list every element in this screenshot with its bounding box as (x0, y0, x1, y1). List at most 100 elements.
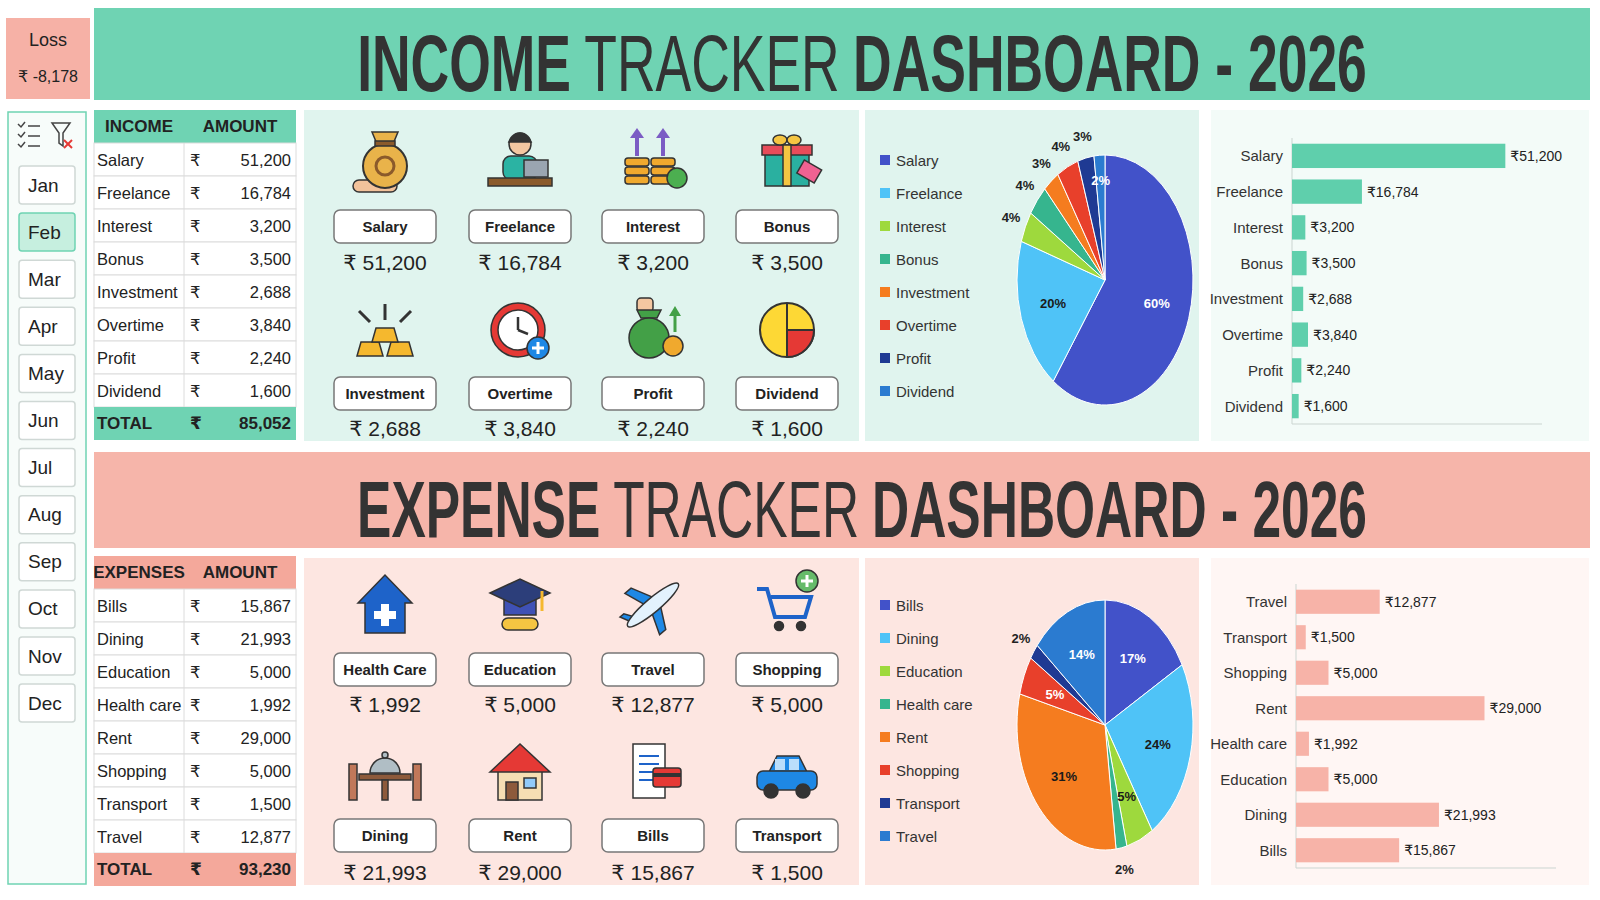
month-button[interactable] (19, 543, 75, 581)
checklist-icon (28, 135, 40, 137)
month-label[interactable]: Jun (28, 410, 59, 431)
card-value: ₹ 3,200 (617, 251, 689, 274)
month-label[interactable]: Apr (28, 316, 58, 337)
card-label-box (602, 377, 704, 410)
data-label: 14% (1069, 647, 1095, 662)
data-label: 2% (1012, 631, 1031, 646)
month-label[interactable]: Dec (28, 693, 62, 714)
icon-part (806, 575, 809, 587)
month-label[interactable]: May (28, 363, 64, 384)
month-label[interactable]: Aug (28, 504, 62, 525)
table-row (94, 176, 296, 209)
icon-part (349, 764, 357, 800)
dashboard: Loss₹ -8,178JanFebMarAprMayJunJulAugSepO… (0, 0, 1600, 900)
icon-part (760, 303, 814, 357)
row-name: Travel (97, 828, 142, 846)
icon-part (653, 773, 681, 777)
pie-labels: 17%24%5%2%31%5%2%14% (1012, 631, 1172, 878)
icon-part (488, 178, 552, 186)
icon-part (786, 303, 788, 330)
data-label: 2% (1115, 862, 1134, 877)
card-label: Shopping (752, 661, 821, 678)
icon-gold (357, 304, 413, 356)
legend-swatch (880, 221, 890, 231)
card-label-box (736, 210, 838, 243)
bar (1292, 287, 1303, 311)
currency: ₹ (190, 217, 201, 235)
icon-part (797, 622, 806, 631)
row-amount: 3,840 (250, 316, 291, 334)
month-button[interactable] (19, 684, 75, 722)
month-button[interactable] (19, 590, 75, 628)
bar (1296, 696, 1485, 720)
card-value: ₹ 29,000 (478, 861, 561, 884)
month-button[interactable] (19, 637, 75, 675)
column-rule (184, 754, 185, 787)
legend-swatch (880, 353, 890, 363)
legend-entry: Rent (896, 729, 929, 746)
icon-part (363, 144, 407, 188)
data-label: 31% (1051, 769, 1077, 784)
icon-part (358, 575, 412, 633)
card-value: ₹ 1,992 (349, 693, 421, 716)
currency: ₹ (190, 860, 202, 879)
table-row (94, 655, 296, 688)
month-label[interactable]: Oct (28, 598, 58, 619)
table-header (94, 110, 296, 143)
card-value: ₹ 3,840 (484, 417, 556, 440)
card-value: ₹ 16,784 (478, 251, 562, 274)
row-amount: 2,240 (250, 349, 291, 367)
bar (1296, 590, 1380, 614)
legend-swatch (880, 600, 890, 610)
column-head: AMOUNT (203, 117, 278, 136)
card-label-box (334, 653, 436, 686)
month-label[interactable]: Mar (28, 269, 61, 290)
month-button[interactable] (19, 496, 75, 534)
cards-panel (304, 558, 859, 885)
month-button[interactable] (19, 449, 75, 487)
icon-part (629, 318, 669, 358)
month-button[interactable] (19, 354, 75, 392)
currency: ₹ (190, 316, 201, 334)
month-label[interactable]: Jul (28, 457, 52, 478)
month-button[interactable] (19, 307, 75, 345)
icon-part (757, 589, 811, 617)
checklist-icon (18, 142, 25, 147)
card-value: ₹ 2,688 (349, 417, 421, 440)
row-name: Interest (97, 217, 152, 235)
card-label: Bonus (764, 218, 811, 235)
month-button[interactable] (19, 166, 75, 204)
month-button[interactable] (19, 260, 75, 298)
icon-part (509, 133, 531, 142)
month-label[interactable]: Jan (28, 175, 59, 196)
month-label[interactable]: Sep (28, 551, 62, 572)
category-label: Salary (1240, 147, 1283, 164)
card-label-box (334, 377, 436, 410)
card-label: Interest (626, 218, 680, 235)
icon-part (667, 168, 687, 188)
card-label: Salary (362, 218, 408, 235)
cards-panel (304, 110, 859, 441)
legend-swatch (880, 320, 890, 330)
title-part: INCOME (357, 18, 571, 107)
month-label[interactable]: Feb (28, 222, 61, 243)
icon-part (656, 128, 670, 138)
data-label: 20% (1040, 296, 1066, 311)
legend-swatch (880, 699, 890, 709)
data-label: 3% (1073, 129, 1092, 144)
icon-part (651, 158, 675, 166)
icon-part (796, 570, 818, 592)
category-label: Rent (1255, 700, 1288, 717)
card-value: ₹ 12,877 (611, 693, 694, 716)
icon-house (490, 744, 550, 800)
legend-entry: Transport (896, 795, 960, 812)
month-label[interactable]: Nov (28, 646, 62, 667)
card-label-box (334, 819, 436, 852)
row-name: Health care (97, 696, 181, 714)
month-button[interactable] (19, 402, 75, 440)
month-button[interactable] (19, 213, 75, 251)
icon-coins (625, 128, 687, 188)
icon-bag (353, 132, 407, 192)
category-label: Health care (1210, 735, 1287, 752)
table-row (94, 688, 296, 721)
